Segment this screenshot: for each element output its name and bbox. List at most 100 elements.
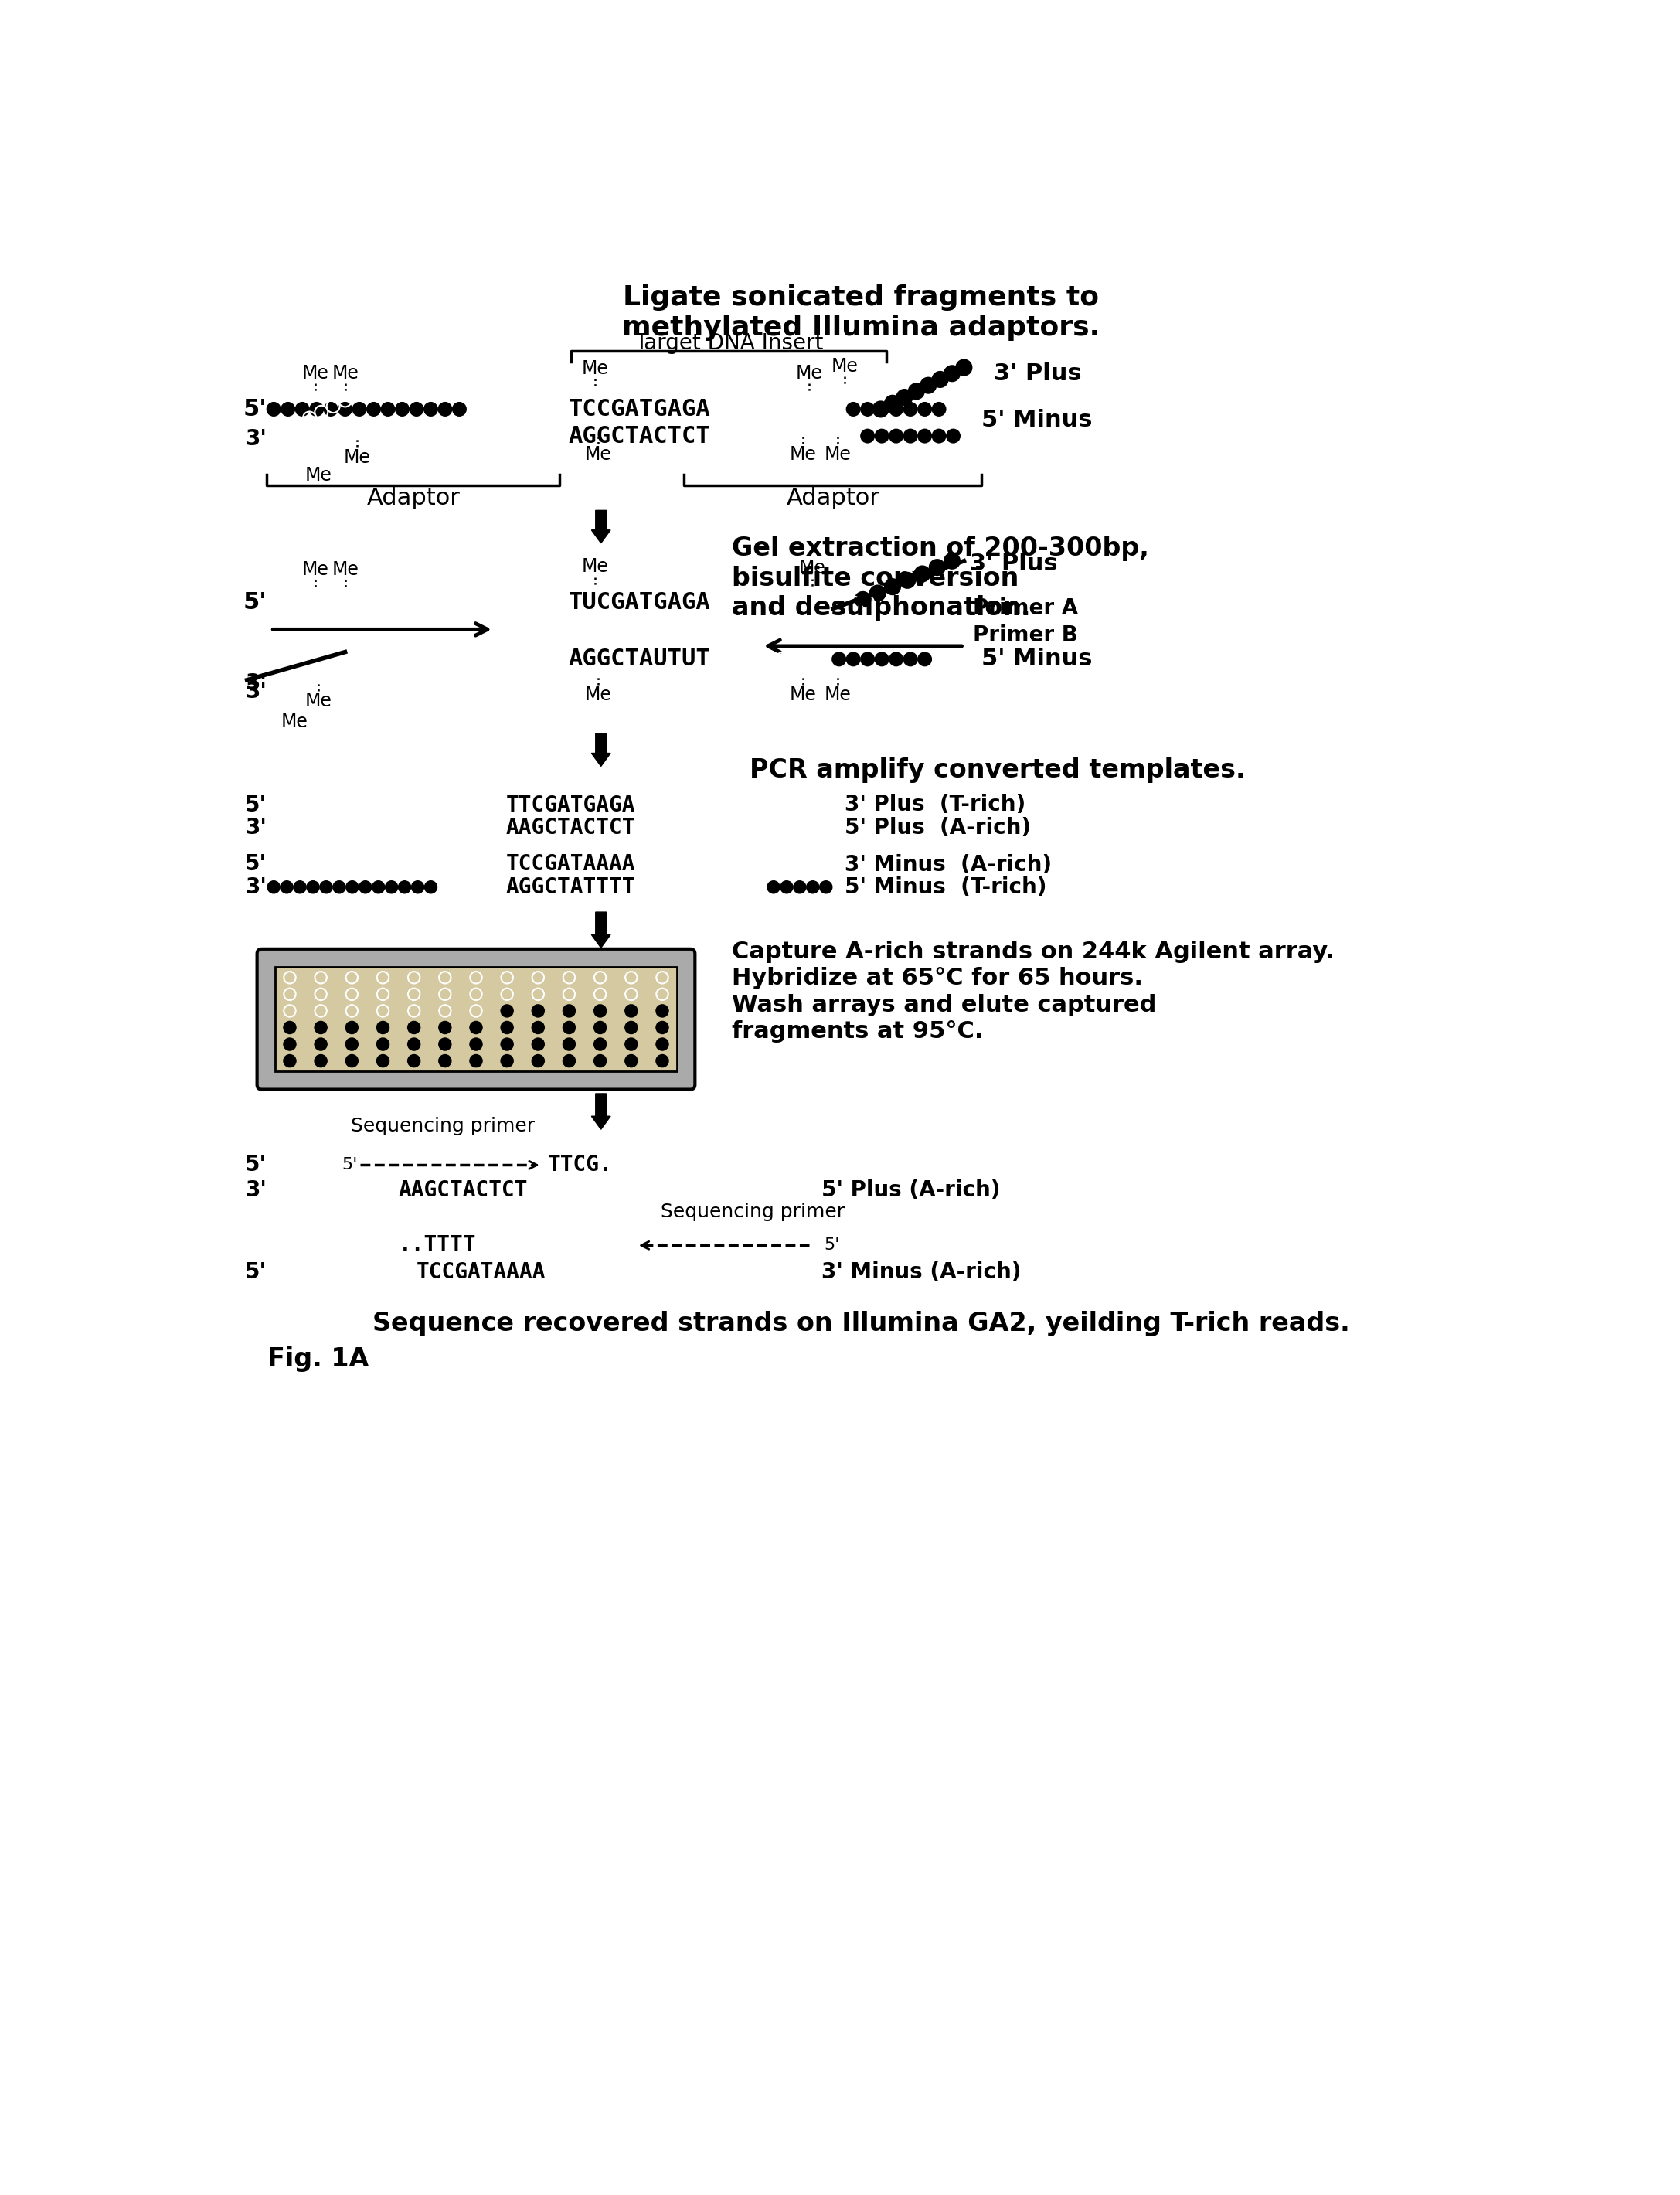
Circle shape xyxy=(625,1021,637,1034)
Text: Me: Me xyxy=(581,360,608,378)
Circle shape xyxy=(267,880,279,893)
Circle shape xyxy=(533,1021,544,1034)
Circle shape xyxy=(353,402,366,415)
Circle shape xyxy=(897,389,912,406)
Text: Target DNA Insert: Target DNA Insert xyxy=(635,331,823,353)
FancyArrow shape xyxy=(591,733,610,766)
Circle shape xyxy=(346,1021,358,1034)
Text: Me: Me xyxy=(302,364,329,382)
Text: Me: Me xyxy=(581,558,608,575)
Circle shape xyxy=(900,573,916,588)
Text: Me: Me xyxy=(331,560,358,579)
Circle shape xyxy=(533,1005,544,1016)
Circle shape xyxy=(533,1056,544,1067)
Text: Fig. 1A: Fig. 1A xyxy=(267,1346,370,1372)
Text: 5' Plus (A-rich): 5' Plus (A-rich) xyxy=(822,1179,1000,1201)
Circle shape xyxy=(284,1038,296,1049)
Text: Me: Me xyxy=(796,364,823,382)
Circle shape xyxy=(944,367,959,382)
Text: ..TTTT: ..TTTT xyxy=(398,1234,477,1256)
Text: 3' Plus: 3' Plus xyxy=(993,362,1082,384)
Circle shape xyxy=(890,652,902,665)
Text: Primer A: Primer A xyxy=(973,597,1079,619)
Circle shape xyxy=(360,880,371,893)
Text: 3': 3' xyxy=(245,817,267,838)
Text: AAGCTACTCT: AAGCTACTCT xyxy=(506,817,635,838)
Text: Me: Me xyxy=(825,685,852,705)
Circle shape xyxy=(595,1038,606,1049)
Circle shape xyxy=(501,1005,512,1016)
Circle shape xyxy=(563,1005,575,1016)
Circle shape xyxy=(386,880,398,893)
Circle shape xyxy=(860,402,874,415)
Circle shape xyxy=(454,402,465,415)
Circle shape xyxy=(890,402,902,415)
Circle shape xyxy=(438,1038,450,1049)
Text: Me: Me xyxy=(304,691,333,711)
Text: TTCG.: TTCG. xyxy=(548,1155,612,1177)
Circle shape xyxy=(909,384,924,399)
Text: Sequencing primer: Sequencing primer xyxy=(660,1203,845,1223)
Text: Me: Me xyxy=(825,446,852,463)
Circle shape xyxy=(929,560,944,575)
Text: AGGCTATTTT: AGGCTATTTT xyxy=(506,876,635,898)
Circle shape xyxy=(501,1038,512,1049)
Text: Me: Me xyxy=(585,685,612,705)
Circle shape xyxy=(820,880,832,893)
Circle shape xyxy=(904,652,917,665)
Circle shape xyxy=(563,1021,575,1034)
Circle shape xyxy=(396,402,408,415)
Circle shape xyxy=(438,402,452,415)
Text: Me: Me xyxy=(832,358,858,375)
Text: Primer B: Primer B xyxy=(973,626,1079,645)
Circle shape xyxy=(657,1038,669,1049)
Text: Me: Me xyxy=(281,713,307,731)
Circle shape xyxy=(346,1056,358,1067)
Circle shape xyxy=(470,1038,482,1049)
Text: 3': 3' xyxy=(245,428,267,450)
Text: 5': 5' xyxy=(343,1157,358,1172)
Circle shape xyxy=(890,430,902,443)
Circle shape xyxy=(847,402,860,415)
Circle shape xyxy=(501,1056,512,1067)
Text: 5': 5' xyxy=(825,1238,840,1253)
Circle shape xyxy=(470,1056,482,1067)
Circle shape xyxy=(885,579,900,595)
Circle shape xyxy=(314,1021,328,1034)
Circle shape xyxy=(438,1021,450,1034)
Circle shape xyxy=(408,1038,420,1049)
Text: Adaptor: Adaptor xyxy=(786,487,880,509)
Text: TCCGATGAGA: TCCGATGAGA xyxy=(568,397,711,421)
Circle shape xyxy=(932,430,946,443)
Circle shape xyxy=(781,880,793,893)
Text: Me: Me xyxy=(790,685,816,705)
Text: Adaptor: Adaptor xyxy=(366,487,460,509)
Circle shape xyxy=(376,1056,388,1067)
FancyArrow shape xyxy=(591,1093,610,1128)
Circle shape xyxy=(333,880,344,893)
Text: 5': 5' xyxy=(245,1155,267,1177)
FancyArrow shape xyxy=(591,511,610,542)
Text: 3' Minus  (A-rich): 3' Minus (A-rich) xyxy=(845,854,1052,876)
Circle shape xyxy=(595,1005,606,1016)
Circle shape xyxy=(563,1056,575,1067)
Circle shape xyxy=(625,1038,637,1049)
Circle shape xyxy=(408,1056,420,1067)
Text: AGGCTAUTUT: AGGCTAUTUT xyxy=(568,648,711,669)
Circle shape xyxy=(657,1021,669,1034)
Text: 3': 3' xyxy=(245,672,267,694)
Text: 5' Minus: 5' Minus xyxy=(981,408,1092,430)
Circle shape xyxy=(408,1021,420,1034)
Circle shape xyxy=(875,652,889,665)
Text: Me: Me xyxy=(302,560,329,579)
Text: 3': 3' xyxy=(245,1179,267,1201)
Circle shape xyxy=(563,1038,575,1049)
Circle shape xyxy=(381,402,395,415)
Text: 5': 5' xyxy=(244,590,267,615)
Circle shape xyxy=(346,880,358,893)
Circle shape xyxy=(768,880,780,893)
Text: Me: Me xyxy=(343,448,371,468)
Circle shape xyxy=(425,880,437,893)
Circle shape xyxy=(657,1056,669,1067)
Text: 5' Plus  (A-rich): 5' Plus (A-rich) xyxy=(845,817,1032,838)
